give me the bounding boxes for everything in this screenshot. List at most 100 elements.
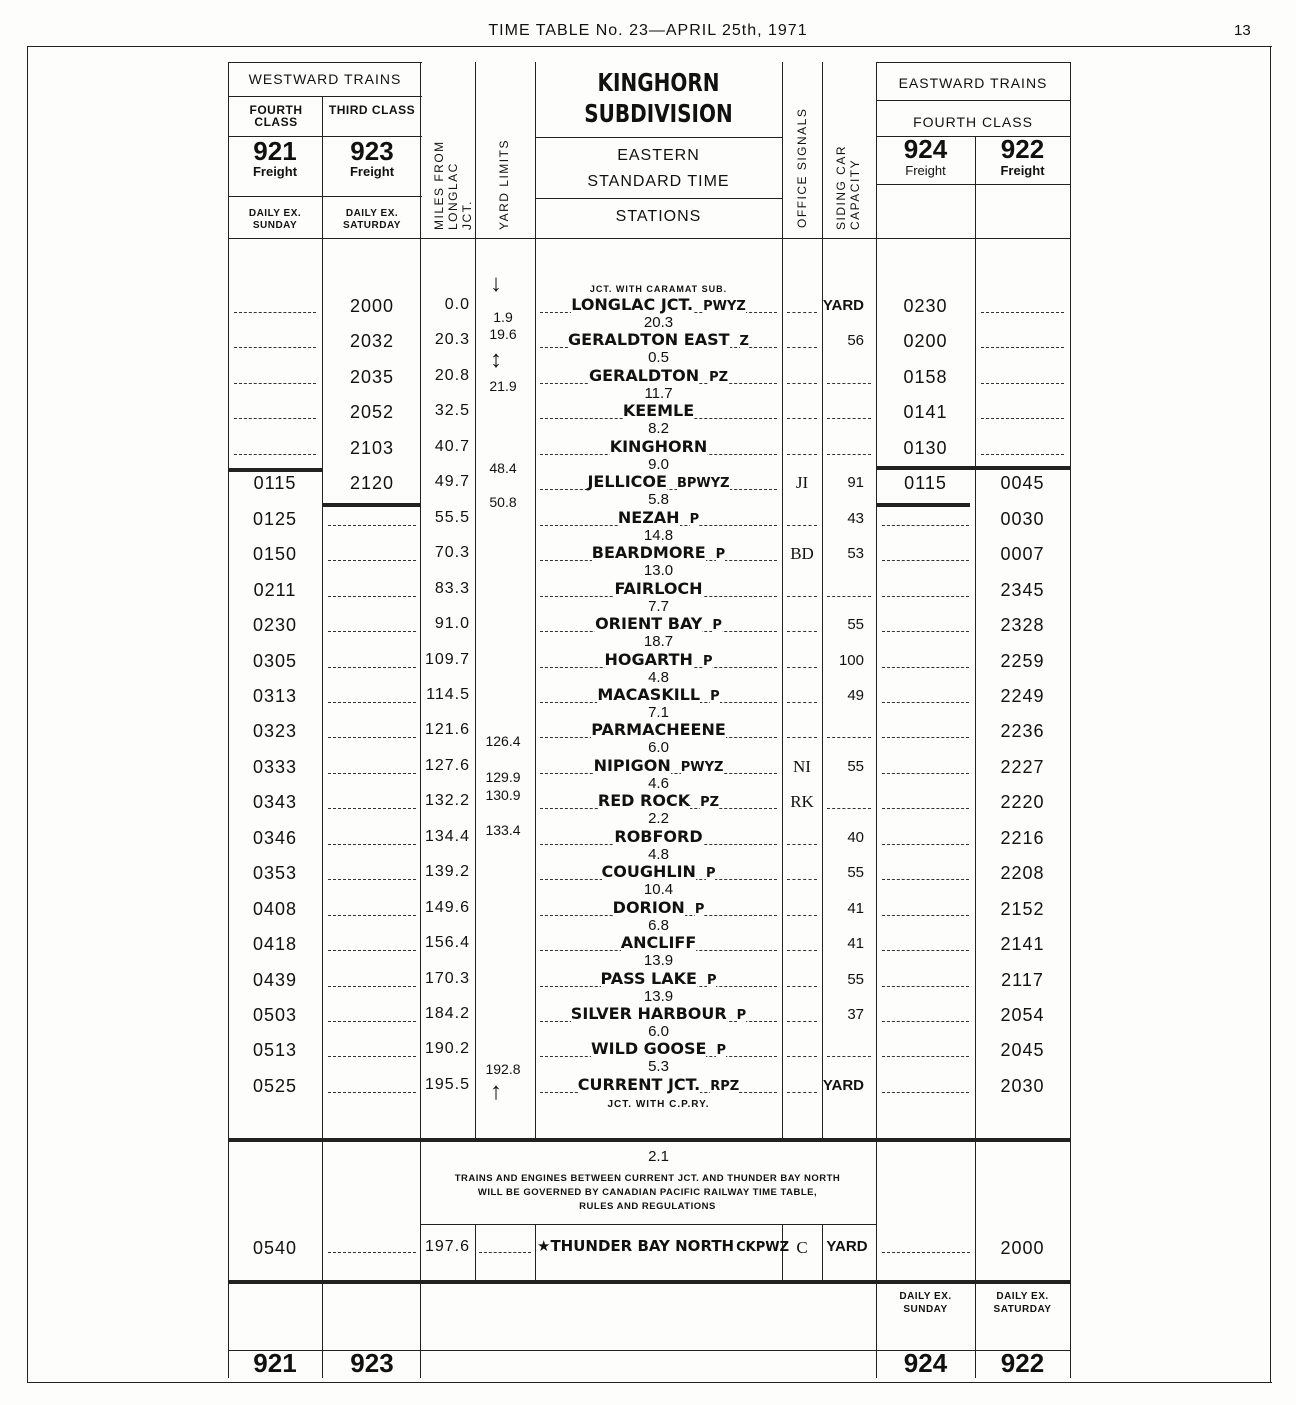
train-922-time: 2216 (1000, 827, 1045, 848)
station: CURRENT JCT. RPZ (535, 1074, 782, 1094)
train-922: 922 (1000, 134, 1045, 164)
station-name: NIPIGON (593, 755, 671, 775)
leader (328, 524, 416, 526)
leader (882, 914, 969, 916)
miles-heading: MILES FROM LONGLAC JCT. (432, 140, 474, 230)
station-name: DORION (612, 897, 685, 917)
station-name: KINGHORN (609, 436, 708, 456)
leader (787, 879, 817, 881)
leader (827, 1056, 871, 1058)
train-921-time: 0353 (252, 863, 298, 884)
train-922-time: 2054 (1000, 1005, 1045, 1025)
mileage: 184.2 (424, 1005, 470, 1022)
yard-limit-milepost: 1.9 (493, 309, 513, 325)
station: KINGHORN (535, 436, 782, 456)
rule (535, 198, 782, 199)
rule (228, 62, 422, 63)
leader (787, 347, 817, 349)
train-924-time: 0130 (903, 437, 948, 458)
yard-limit-milepost: 133.4 (485, 822, 521, 838)
train-921-time: 0439 (252, 969, 298, 990)
station-signals: P (715, 547, 726, 563)
train-921-time: 0230 (252, 615, 298, 636)
mileage: 139.2 (424, 863, 470, 881)
leader (234, 382, 316, 384)
leader (234, 418, 316, 420)
station: ANCLIFF (535, 933, 782, 953)
office-call: C (796, 1238, 808, 1257)
third-class-label: THIRD CLASS (328, 103, 416, 117)
station: WILD GOOSE P (535, 1039, 782, 1059)
rule (228, 1138, 1070, 1142)
leader (787, 666, 817, 668)
station-name: SILVER HARBOUR (570, 1004, 727, 1023)
station-signals: P (716, 1043, 726, 1059)
leader (827, 453, 871, 455)
train-922-time: 2045 (1000, 1040, 1045, 1061)
distance-to-next: 7.7 (648, 597, 669, 615)
distance-to-next: 0.5 (648, 349, 669, 367)
siding-capacity: 55 (847, 616, 864, 634)
yard-limit-milepost: 192.8 (485, 1061, 521, 1077)
rule (475, 62, 476, 1140)
train-922-time: 2117 (1001, 969, 1044, 990)
station-name: GERALDTON EAST (568, 330, 730, 350)
leader (787, 985, 817, 987)
distance-to-next: 4.6 (648, 774, 669, 792)
leader (882, 666, 969, 668)
distance-to-next: 18.7 (643, 633, 674, 651)
station: GERALDTON EAST Z (535, 330, 782, 350)
notice-line: WILL BE GOVERNED BY CANADIAN PACIFIC RAI… (477, 1187, 818, 1198)
leader (234, 312, 316, 313)
daily-ex-saturday: DAILY EX. SATURDAY (343, 208, 401, 231)
leader (981, 418, 1064, 420)
mileage: 0.0 (444, 296, 470, 313)
station: RED ROCK PZ (535, 791, 782, 811)
leader (234, 347, 316, 349)
office-call: JI (795, 473, 809, 493)
leader (328, 950, 416, 952)
rule (420, 62, 421, 1378)
caramat-junction-note: JCT. WITH CARAMAT SUB. (589, 284, 728, 294)
rule (876, 62, 877, 1378)
train-921-time: 0408 (252, 898, 298, 919)
leader (328, 737, 416, 739)
station-name: BEARDMORE (591, 543, 706, 563)
star-icon: ★ (537, 1237, 551, 1255)
yard-limits-heading: YARD LIMITS (497, 139, 511, 230)
station: NIPIGON PWYZ (535, 755, 782, 775)
office-call: BD (790, 544, 814, 564)
rule (27, 46, 1272, 47)
office-call: NI (793, 756, 811, 776)
station-signals: P (705, 866, 716, 882)
siding-capacity: 55 (847, 970, 864, 988)
yard-limit-milepost: 130.9 (485, 787, 521, 803)
rule (782, 62, 783, 1140)
arrow-down-icon: ↓ (490, 270, 502, 297)
mileage: 40.7 (434, 437, 470, 455)
station: LONGLAC JCT. PWYZ (535, 295, 782, 314)
train-921-time: 0323 (252, 721, 298, 742)
station: ROBFORD (535, 826, 782, 846)
leader (328, 1091, 416, 1093)
leader (787, 914, 817, 916)
siding-capacity: 37 (847, 1006, 864, 1023)
station-signals: P (710, 688, 720, 704)
leader (787, 312, 817, 313)
station-name: MACASKILL (597, 684, 701, 704)
station-name: PARMACHEENE (591, 720, 726, 740)
daily-ex-sunday: DAILY EX. SUNDAY (248, 208, 302, 231)
station-name: GERALDTON (588, 365, 700, 385)
distance-to-thunder-bay: 2.1 (648, 1148, 669, 1165)
mileage: 32.5 (434, 402, 470, 420)
leader (827, 595, 871, 597)
leader (328, 808, 416, 810)
arrow-up-icon: ↑ (490, 1078, 502, 1105)
train-924-time: 0200 (903, 331, 948, 352)
train-921-time: 0333 (252, 756, 298, 777)
leader (882, 524, 969, 526)
distance-to-next: 10.4 (643, 881, 674, 899)
westward-trains-heading: WESTWARD TRAINS (248, 71, 402, 87)
station: PASS LAKE P (535, 968, 782, 988)
